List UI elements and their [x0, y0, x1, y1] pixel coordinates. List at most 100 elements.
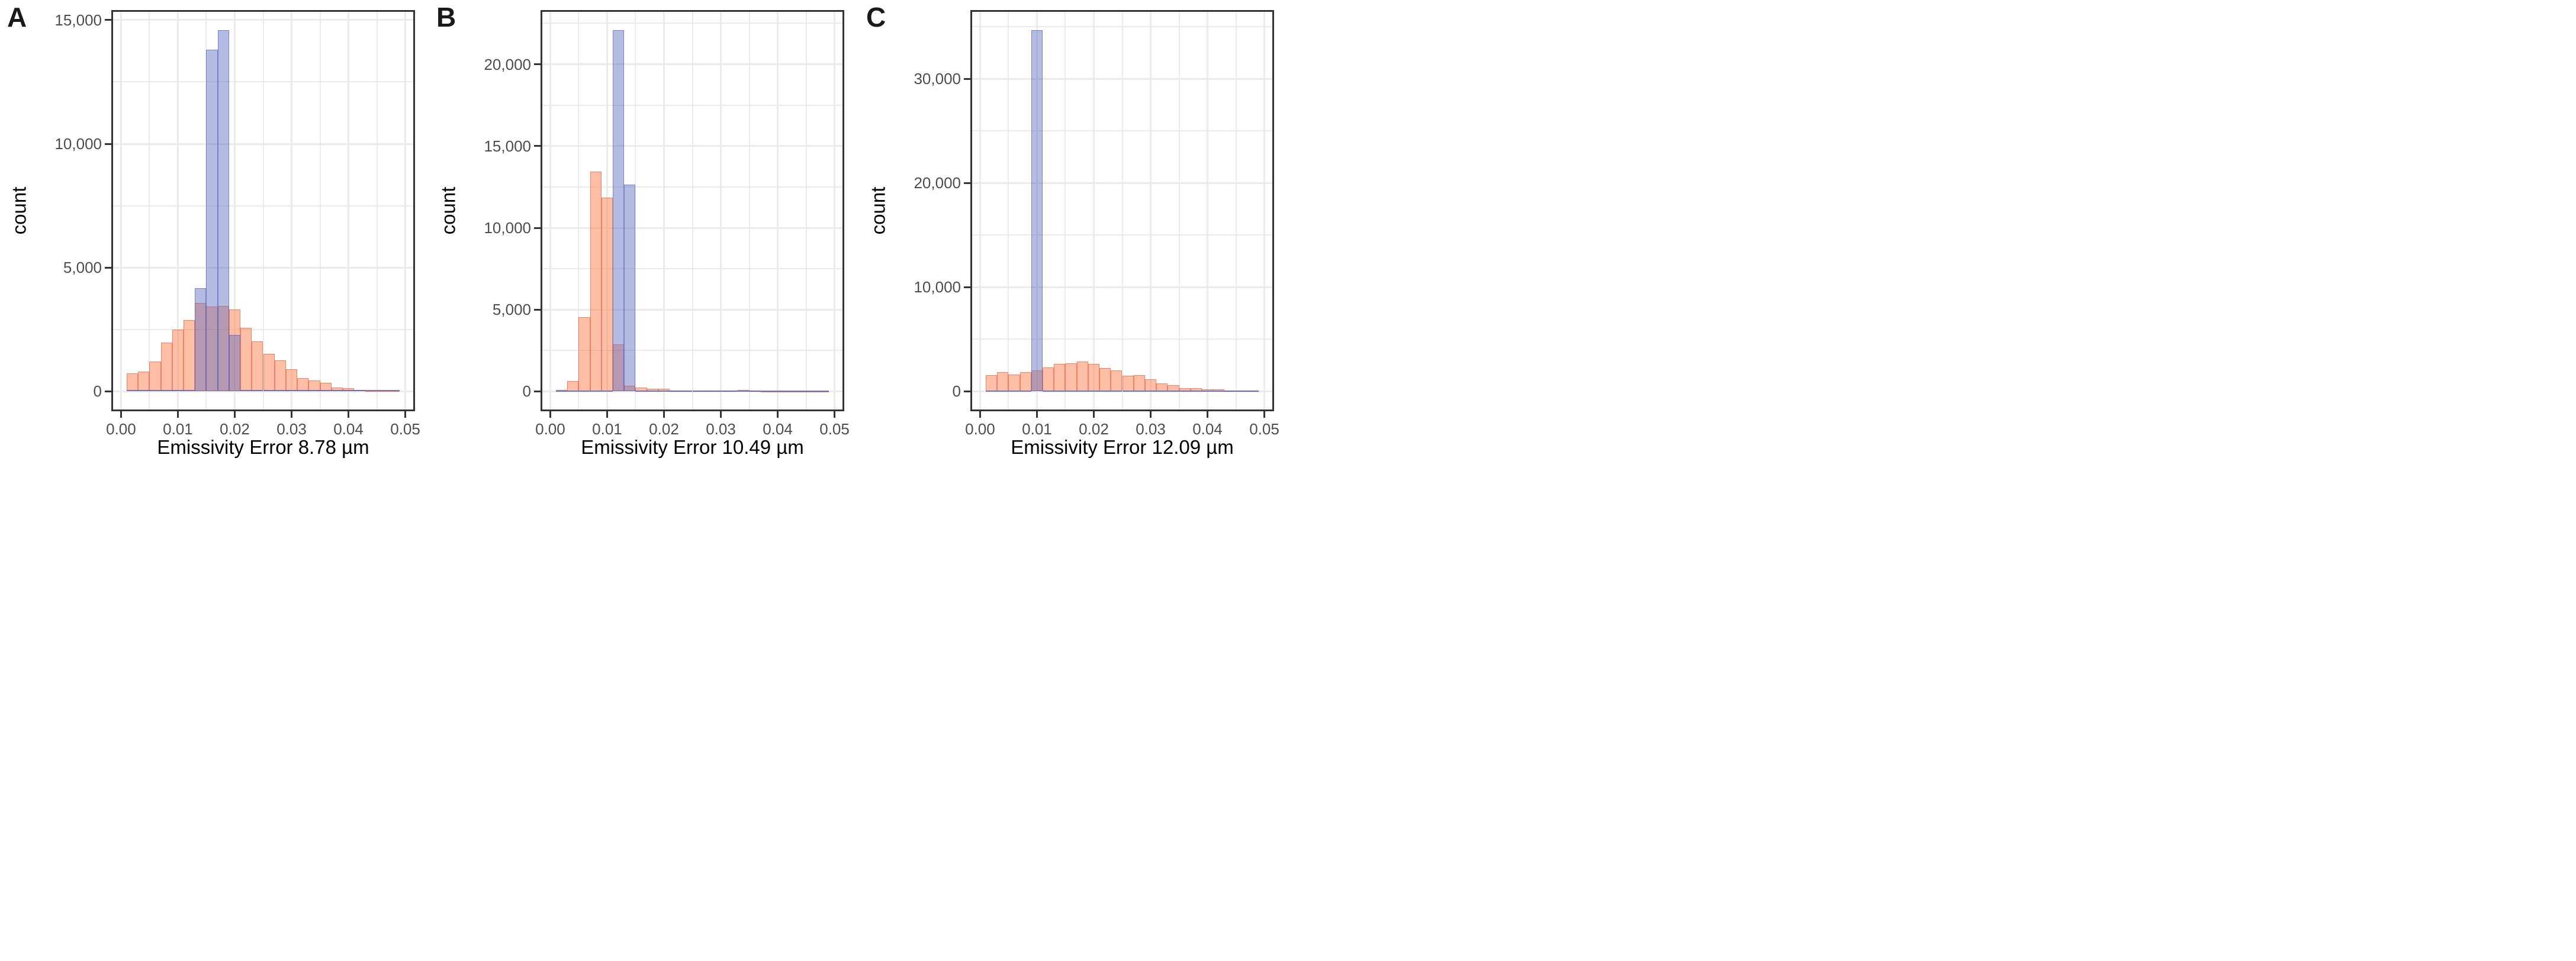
blue-histogram-bar: [749, 391, 761, 392]
orange-histogram-bar: [252, 341, 263, 392]
blue-histogram-bar: [342, 389, 355, 392]
orange-histogram-bar: [997, 372, 1009, 392]
x-tick-label: 0.00: [535, 420, 565, 438]
blue-histogram-bar: [795, 391, 806, 392]
x-tick-mark: [1263, 411, 1266, 418]
y-axis-title-a: count: [8, 186, 30, 235]
orange-histogram-bar: [590, 172, 602, 392]
x-tick-mark: [777, 411, 779, 418]
x-tick-mark: [549, 411, 551, 418]
orange-histogram-bar: [1065, 363, 1077, 392]
orange-histogram-bar: [127, 373, 139, 392]
y-tick-label: 0: [522, 382, 531, 401]
blue-histogram-bar: [1088, 391, 1100, 392]
blue-histogram-bar: [670, 391, 681, 392]
x-minor-gridline: [319, 12, 321, 409]
blue-histogram-bar: [613, 30, 625, 392]
blue-histogram-bar: [1168, 391, 1179, 392]
orange-histogram-bar: [138, 372, 150, 392]
panel-c: C count Emissivity Error 12.09 µm 0.00 0.…: [859, 0, 1288, 480]
y-major-gridline: [113, 390, 413, 392]
x-minor-gridline: [149, 12, 150, 409]
y-tick-label: 5,000: [63, 259, 102, 277]
orange-histogram-bar: [1099, 367, 1111, 392]
blue-histogram-bar: [252, 389, 263, 392]
blue-histogram-bar: [647, 391, 658, 392]
y-tick-mark: [534, 63, 541, 66]
blue-histogram-bar: [149, 389, 161, 392]
x-major-gridline: [120, 12, 122, 409]
y-major-gridline: [972, 286, 1272, 288]
x-tick-mark: [1207, 411, 1209, 418]
panel-b: B count Emissivity Error 10.49 µm 0.00 0.…: [429, 0, 858, 480]
blue-histogram-bar: [285, 389, 298, 392]
x-major-gridline: [176, 12, 179, 409]
orange-histogram-bar: [1043, 367, 1054, 392]
blue-histogram-bar: [217, 30, 229, 392]
x-major-gridline: [291, 12, 292, 409]
y-major-gridline: [113, 19, 413, 21]
blue-histogram-bar: [806, 391, 818, 392]
orange-histogram-bar: [1133, 375, 1145, 392]
blue-histogram-bar: [760, 391, 772, 392]
x-major-gridline: [834, 12, 836, 409]
orange-histogram-bar: [184, 320, 195, 392]
blue-histogram-bar: [703, 391, 715, 392]
blue-histogram-bar: [308, 389, 320, 392]
y-tick-mark: [534, 308, 541, 311]
orange-histogram-bar: [1088, 363, 1100, 392]
x-tick-mark: [720, 411, 722, 418]
blue-histogram-bar: [172, 389, 184, 392]
orange-histogram-bar: [601, 197, 613, 392]
x-tick-mark: [1150, 411, 1152, 418]
x-tick-mark: [233, 411, 236, 418]
orange-histogram-bar: [578, 317, 590, 392]
orange-histogram-bar: [1054, 364, 1066, 392]
x-tick-label: 0.03: [706, 420, 736, 438]
x-minor-gridline: [1008, 12, 1009, 409]
orange-histogram-bar: [285, 369, 298, 392]
blue-histogram-bar: [1008, 391, 1020, 392]
y-tick-label: 0: [93, 382, 102, 401]
orange-histogram-bar: [1008, 374, 1020, 392]
y-tick-label: 15,000: [484, 137, 531, 155]
blue-histogram-bar: [726, 391, 738, 392]
x-minor-gridline: [578, 12, 580, 409]
x-tick-label: 0.02: [649, 420, 679, 438]
x-minor-gridline: [692, 12, 693, 409]
x-minor-gridline: [805, 12, 807, 409]
blue-histogram-bar: [320, 389, 332, 392]
x-tick-mark: [176, 411, 179, 418]
blue-histogram-bar: [1031, 30, 1043, 392]
x-minor-gridline: [262, 12, 264, 409]
y-major-gridline: [542, 63, 842, 66]
blue-histogram-bar: [160, 389, 172, 392]
panel-label-c: C: [866, 2, 886, 33]
y-tick-label: 10,000: [484, 219, 531, 237]
y-major-gridline: [542, 227, 842, 229]
y-major-gridline: [972, 78, 1272, 80]
x-tick-label: 0.00: [965, 420, 995, 438]
orange-histogram-bar: [149, 361, 161, 392]
x-tick-label: 0.01: [592, 420, 622, 438]
blue-histogram-bar: [556, 391, 568, 392]
y-major-gridline: [113, 266, 413, 269]
x-tick-mark: [663, 411, 665, 418]
x-major-gridline: [979, 12, 981, 409]
orange-histogram-bar: [1156, 383, 1168, 392]
x-minor-gridline: [748, 12, 750, 409]
y-tick-label: 20,000: [484, 55, 531, 73]
orange-histogram-bar: [1020, 372, 1031, 392]
blue-histogram-bar: [331, 389, 343, 392]
blue-histogram-bar: [388, 389, 400, 392]
x-major-gridline: [1207, 12, 1209, 409]
blue-histogram-bar: [377, 389, 388, 392]
x-major-gridline: [404, 12, 407, 409]
y-tick-label: 30,000: [914, 70, 961, 88]
y-tick-mark: [534, 390, 541, 392]
x-major-gridline: [1035, 12, 1038, 409]
y-tick-mark: [105, 143, 111, 145]
blue-histogram-bar: [817, 391, 829, 392]
panel-label-a: A: [7, 2, 27, 33]
x-major-gridline: [233, 12, 236, 409]
